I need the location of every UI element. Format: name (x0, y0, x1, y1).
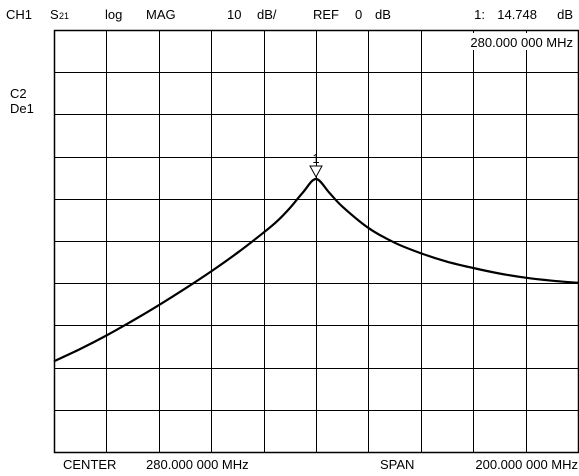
marker-value: 14.748 (497, 7, 537, 22)
marker-freq-readout: 280.000 000 MHz (470, 35, 573, 50)
trace-layer (53, 177, 579, 363)
scale-value: 10 (227, 7, 241, 22)
format-label: log (105, 7, 122, 22)
marker-unit: dB (557, 7, 573, 22)
side-label-c2: C2 (10, 86, 27, 101)
marker-layer: 1 (309, 151, 323, 179)
marker-number-label: 1 (312, 151, 319, 166)
marker-triangle-icon (309, 165, 323, 179)
param-main-label: S (50, 7, 59, 22)
side-label-de1: De1 (10, 101, 34, 116)
span-value: 200.000 000 MHz (475, 457, 578, 472)
center-value: 280.000 000 MHz (146, 457, 249, 472)
span-label: SPAN (380, 457, 414, 472)
s21-trace-0 (53, 177, 579, 363)
param-sub-label: 21 (59, 11, 69, 21)
ref-label: REF (313, 7, 339, 22)
ref-value: 0 (355, 7, 362, 22)
mode-label: MAG (146, 7, 176, 22)
marker-id-label: 1: (474, 7, 485, 22)
channel-label: CH1 (6, 7, 32, 22)
graticule (53, 29, 579, 454)
scale-unit: dB/ (257, 7, 277, 22)
marker-freq-backing (434, 33, 576, 50)
center-label: CENTER (63, 457, 116, 472)
ref-unit: dB (375, 7, 391, 22)
